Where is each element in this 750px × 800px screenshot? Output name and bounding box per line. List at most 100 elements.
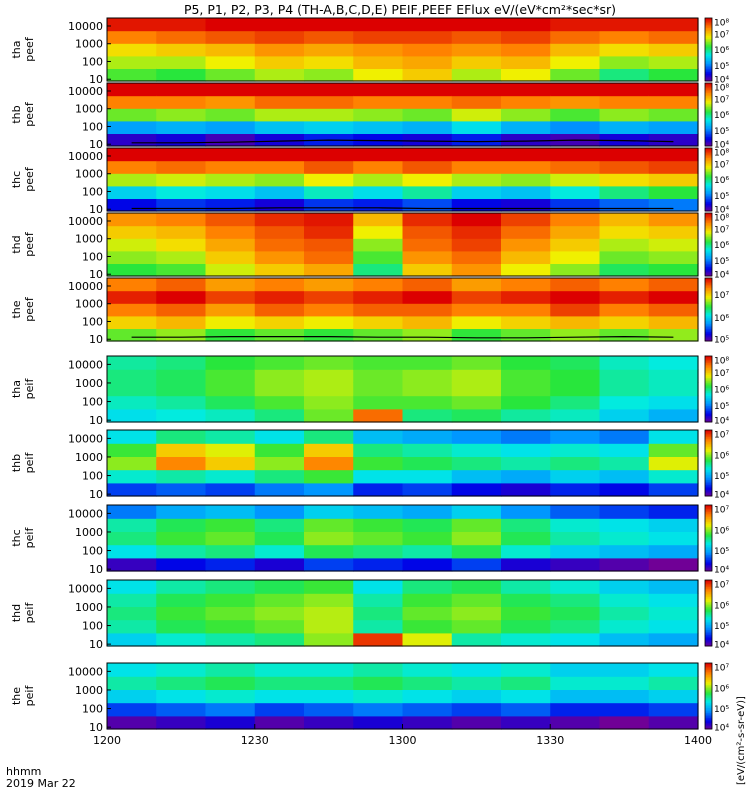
colorbar-segment: [705, 320, 712, 323]
colorbar-tick-label: 10⁸: [714, 149, 729, 159]
heatmap-cell: [107, 663, 157, 677]
heatmap-cell: [304, 619, 354, 634]
colorbar-segment: [705, 380, 712, 383]
heatmap-cell: [353, 632, 404, 647]
heatmap-cell: [599, 303, 650, 317]
heatmap-cell: [156, 68, 207, 82]
colorbar-segment: [705, 154, 712, 157]
heatmap-cell: [353, 702, 404, 717]
heatmap-cell: [156, 593, 207, 607]
heatmap-cell: [550, 290, 601, 304]
colorbar-segment: [705, 120, 712, 123]
heatmap-cell: [599, 663, 650, 677]
heatmap-cell: [353, 619, 404, 634]
heatmap-cell: [501, 689, 551, 704]
heatmap-cell: [402, 369, 453, 383]
colorbar-segment: [705, 219, 712, 222]
colorbar-segment: [705, 105, 712, 108]
heatmap-cell: [402, 619, 453, 634]
heatmap-cell: [156, 250, 207, 264]
heatmap-cell: [402, 148, 453, 162]
panel-label-probe: tha: [10, 380, 23, 398]
heatmap-cell: [550, 663, 601, 677]
heatmap-cell: [254, 238, 305, 252]
colorbar-tick-label: 10⁶: [714, 241, 729, 251]
heatmap-cell: [451, 30, 502, 44]
heatmap-cell: [550, 395, 601, 410]
chart-title: P5, P1, P2, P3, P4 (TH-A,B,C,D,E) PEIF,P…: [184, 2, 616, 17]
colorbar-segment: [705, 166, 712, 169]
heatmap-cell: [648, 632, 699, 647]
colorbar-segment: [705, 162, 712, 165]
potential-line: [131, 335, 674, 339]
heatmap-cell: [648, 663, 699, 677]
heatmap-cell: [550, 160, 601, 174]
heatmap-cell: [451, 263, 502, 277]
colorbar-segment: [705, 203, 712, 206]
y-tick-label: 10: [89, 488, 103, 501]
heatmap-cell: [451, 290, 502, 304]
heatmap-cell: [451, 676, 502, 690]
heatmap-cell: [156, 606, 207, 621]
y-tick-label: 10: [89, 73, 103, 86]
heatmap-cell: [254, 632, 305, 647]
colorbar-tick-label: 10⁷: [714, 160, 729, 170]
heatmap-cell: [156, 43, 207, 57]
heatmap-cell: [599, 185, 650, 199]
heatmap-cell: [599, 443, 650, 457]
heatmap-cell: [205, 469, 256, 484]
colorbar-segment: [705, 463, 712, 466]
colorbar-segment: [705, 541, 712, 544]
heatmap-cell: [402, 395, 453, 410]
colorbar-segment: [705, 714, 712, 717]
colorbar-segment: [705, 704, 712, 707]
heatmap-cell: [501, 593, 551, 607]
heatmap-cell: [205, 676, 256, 690]
colorbar-segment: [705, 476, 712, 479]
colorbar-tick-label: 10⁵: [714, 127, 729, 137]
heatmap-cell: [599, 619, 650, 634]
colorbar-segment: [705, 52, 712, 55]
colorbar-segment: [705, 367, 712, 370]
colorbar-tick-label: 10⁷: [714, 291, 729, 301]
colorbar-segment: [705, 710, 712, 713]
heatmap-cell: [402, 663, 453, 677]
colorbar-tick-label: 10⁵: [714, 62, 729, 72]
colorbar-segment: [705, 193, 712, 196]
heatmap-cell: [550, 531, 601, 546]
heatmap-cell: [254, 328, 305, 342]
colorbar-segment: [705, 303, 712, 306]
heatmap-cell: [156, 369, 207, 383]
colorbar-segment: [705, 188, 712, 192]
colorbar-segment: [705, 471, 712, 474]
heatmap-cell: [107, 315, 157, 329]
colorbar-segment: [705, 109, 712, 112]
heatmap-cell: [599, 505, 650, 519]
colorbar-segment: [705, 260, 712, 263]
heatmap-cell: [501, 55, 551, 69]
colorbar-segment: [705, 524, 712, 527]
heatmap-cell: [353, 263, 404, 277]
colorbar-segment: [705, 95, 712, 98]
heatmap-cell: [107, 632, 157, 647]
panel-frame: [106, 355, 699, 423]
heatmap-cell: [550, 580, 601, 594]
heatmap-cell: [550, 482, 601, 497]
colorbar-segment: [705, 160, 712, 163]
heatmap-cell: [501, 382, 551, 397]
colorbar-segment: [705, 331, 712, 334]
heatmap-cell: [156, 238, 207, 252]
heatmap-cell: [501, 580, 551, 594]
colorbar-frame: [704, 82, 713, 147]
heatmap-cell: [648, 290, 699, 304]
heatmap-cell: [550, 544, 601, 559]
colorbar-frame: [704, 212, 713, 277]
y-tick-label: 10000: [68, 358, 103, 371]
heatmap-cell: [205, 518, 256, 532]
panel-label-probe: the: [10, 687, 23, 705]
heatmap-cell: [254, 544, 305, 559]
heatmap-cell: [304, 18, 354, 32]
colorbar-segment: [705, 263, 712, 266]
